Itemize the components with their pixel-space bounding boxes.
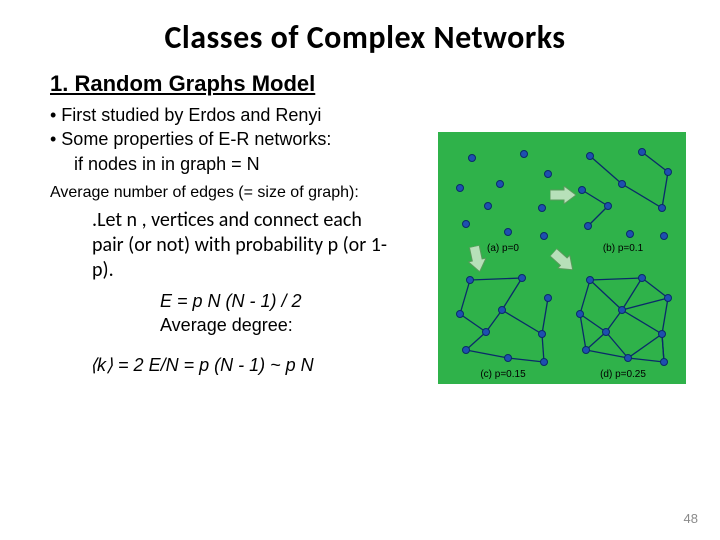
- panel-caption-a: (a) p=0: [448, 243, 558, 254]
- graph-node: [664, 168, 672, 176]
- slide-title: Classes of Complex Networks: [50, 18, 680, 57]
- graph-node: [462, 220, 470, 228]
- graph-node: [576, 310, 584, 318]
- graph-node: [504, 228, 512, 236]
- graph-node: [602, 328, 610, 336]
- graph-node: [538, 204, 546, 212]
- graph-node: [578, 186, 586, 194]
- graph-node: [618, 180, 626, 188]
- graph-node: [518, 274, 526, 282]
- graph-node: [586, 276, 594, 284]
- graph-node: [520, 150, 528, 158]
- panel-d: (d) p=0.25: [568, 266, 678, 376]
- graph-node: [660, 232, 668, 240]
- graph-node: [638, 274, 646, 282]
- graph-node: [538, 330, 546, 338]
- graph-node: [584, 222, 592, 230]
- descr-body: Let n , vertices and connect each pair (…: [92, 208, 387, 282]
- panel-caption-b: (b) p=0.1: [568, 243, 678, 254]
- graph-node: [482, 328, 490, 336]
- graph-node: [540, 232, 548, 240]
- graph-node: [582, 346, 590, 354]
- graph-node: [544, 294, 552, 302]
- graph-node: [618, 306, 626, 314]
- graph-node: [498, 306, 506, 314]
- panel-b: (b) p=0.1: [568, 140, 678, 250]
- graph-node: [658, 204, 666, 212]
- panel-caption-c: (c) p=0.15: [448, 369, 558, 380]
- graph-node: [658, 330, 666, 338]
- bullet-1: • First studied by Erdos and Renyi: [50, 103, 680, 127]
- description-text: .Let n , vertices and connect each pair …: [50, 208, 390, 283]
- graph-node: [456, 184, 464, 192]
- graph-node: [660, 358, 668, 366]
- panel-caption-d: (d) p=0.25: [568, 369, 678, 380]
- graph-node: [462, 346, 470, 354]
- graph-node: [624, 354, 632, 362]
- graph-node: [456, 310, 464, 318]
- page-number: 48: [684, 511, 698, 526]
- arrow-icon: [550, 186, 576, 204]
- section-heading: 1. Random Graphs Model: [50, 71, 680, 97]
- graph-node: [466, 276, 474, 284]
- panel-c: (c) p=0.15: [448, 266, 558, 376]
- graph-node: [468, 154, 476, 162]
- graph-node: [586, 152, 594, 160]
- graph-node: [496, 180, 504, 188]
- graph-node: [540, 358, 548, 366]
- graph-node: [484, 202, 492, 210]
- graph-node: [604, 202, 612, 210]
- graph-node: [664, 294, 672, 302]
- panel-a: (a) p=0: [448, 140, 558, 250]
- graph-node: [504, 354, 512, 362]
- graph-node: [544, 170, 552, 178]
- network-figure: (a) p=0(b) p=0.1(c) p=0.15(d) p=0.25: [438, 132, 686, 384]
- graph-node: [638, 148, 646, 156]
- graph-node: [626, 230, 634, 238]
